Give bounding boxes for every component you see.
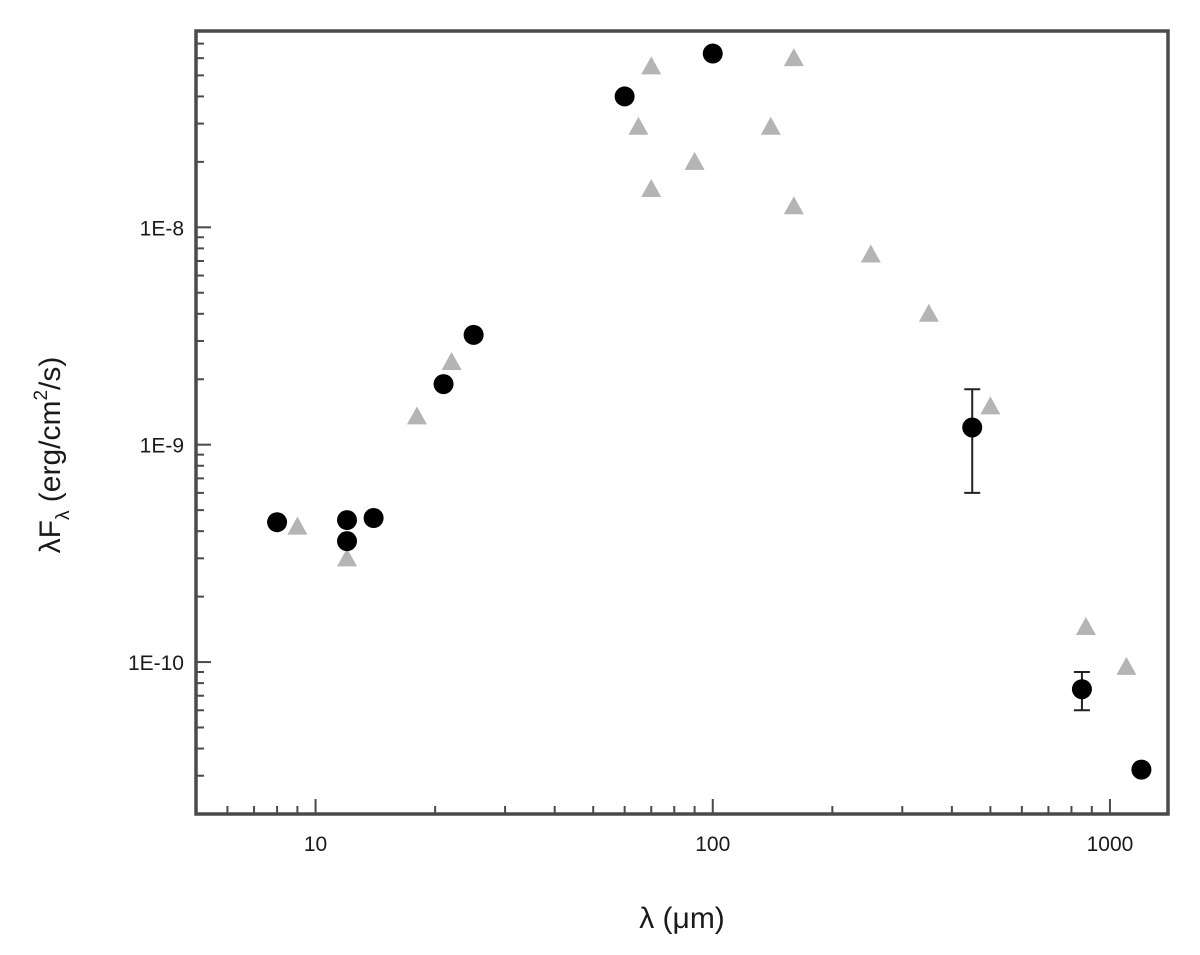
y-axis-label-unit-open: (erg/cm [34, 401, 67, 511]
y-axis-label-unit-close: /s) [34, 357, 67, 390]
data-point-triangle [783, 196, 804, 215]
y-tick-label: 1E-9 [140, 435, 184, 458]
data-point-triangle [783, 48, 804, 67]
data-point-triangle [860, 244, 881, 263]
gray-triangle-series [287, 48, 1137, 675]
y-tick-label: 1E-8 [140, 217, 184, 240]
y-axis-label-superscript: 2 [31, 390, 52, 401]
data-point-circle [463, 324, 484, 345]
tick-labels: 10 100 1000 1E-10 1E-9 1E-8 [128, 217, 1133, 856]
x-tick-label: 1000 [1087, 833, 1134, 856]
data-point-triangle [1075, 616, 1096, 635]
data-point-circle [337, 531, 358, 552]
y-axis-label-prefix: λF [34, 520, 67, 553]
data-point-circle [1131, 759, 1152, 780]
y-axis-label: λFλ (erg/cm2/s) [31, 357, 74, 554]
data-point-triangle [641, 56, 662, 75]
error-bars [964, 388, 1090, 712]
data-point-circle [1071, 679, 1092, 700]
data-point-triangle [337, 548, 358, 567]
x-tick-label: 100 [695, 833, 730, 856]
data-point-circle [702, 43, 723, 64]
data-point-circle [267, 512, 288, 533]
data-point-triangle [406, 406, 427, 425]
data-point-circle [433, 374, 454, 395]
data-point-triangle [641, 179, 662, 198]
data-point-circle [363, 507, 384, 528]
data-point-circle [337, 510, 358, 531]
plot-frame [194, 29, 1170, 816]
data-point-circle [962, 417, 983, 438]
data-point-triangle [918, 303, 939, 322]
y-tick-label: 1E-10 [128, 652, 184, 675]
data-point-triangle [441, 352, 462, 371]
x-tick-label: 10 [304, 833, 327, 856]
data-point-triangle [980, 396, 1001, 415]
data-point-triangle [628, 116, 649, 135]
y-axis-label-subscript: λ [53, 510, 74, 520]
data-point-triangle [684, 151, 705, 170]
black-circle-series [267, 43, 1152, 780]
data-point-circle [614, 86, 635, 107]
data-point-triangle [1116, 656, 1137, 675]
data-point-triangle [760, 116, 781, 135]
x-axis-label: λ (μm) [639, 902, 725, 935]
data-point-triangle [287, 516, 308, 535]
